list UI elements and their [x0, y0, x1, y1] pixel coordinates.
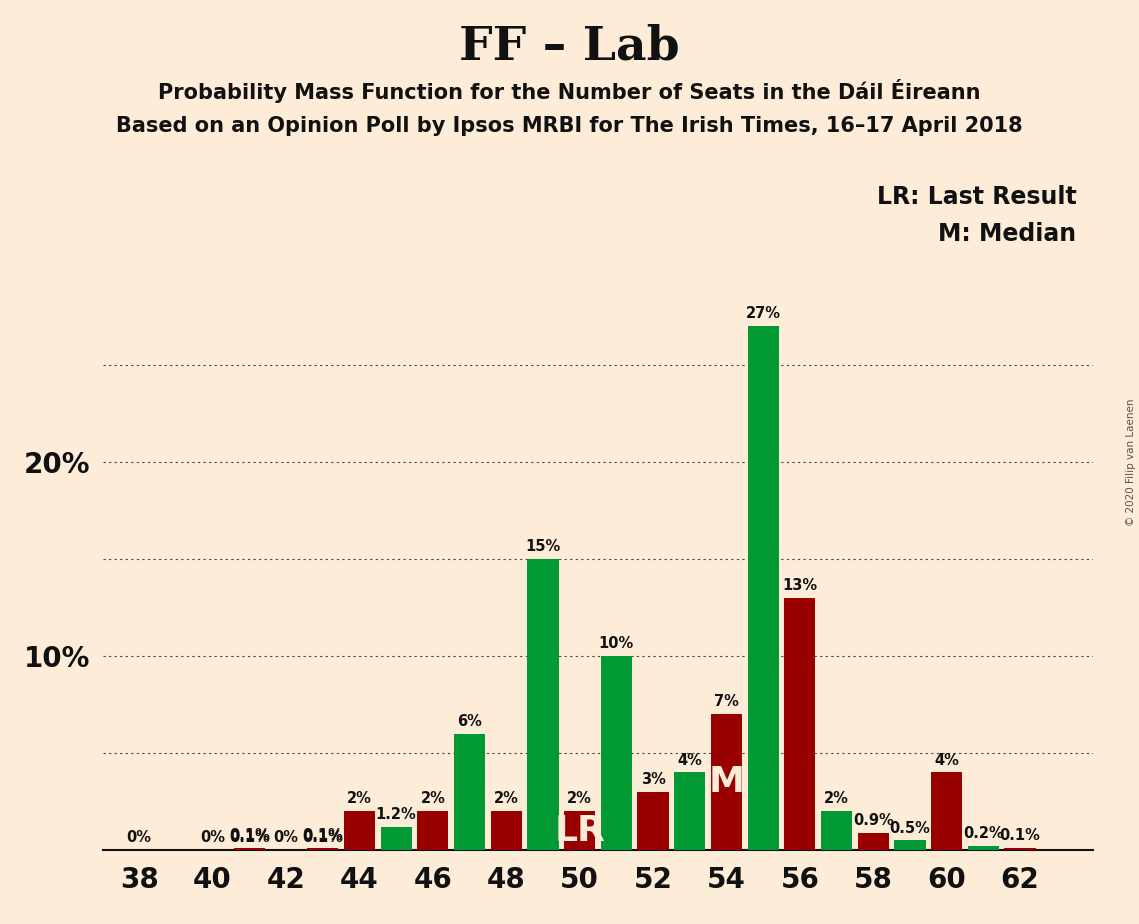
Text: 2%: 2% [347, 791, 371, 807]
Text: LR: Last Result: LR: Last Result [877, 185, 1076, 209]
Bar [747, 326, 779, 850]
Bar [344, 811, 375, 850]
Text: 0.1%: 0.1% [1000, 828, 1040, 844]
Text: 6%: 6% [457, 713, 482, 729]
Bar [564, 811, 596, 850]
Text: 27%: 27% [746, 306, 780, 321]
Bar [821, 811, 852, 850]
Text: 15%: 15% [525, 539, 560, 553]
Text: Probability Mass Function for the Number of Seats in the Dáil Éireann: Probability Mass Function for the Number… [158, 79, 981, 103]
Text: M: M [708, 765, 745, 799]
Text: 2%: 2% [825, 791, 849, 807]
Text: 0.2%: 0.2% [962, 826, 1003, 842]
Text: 3%: 3% [640, 772, 665, 787]
Bar [527, 559, 558, 850]
Text: LR: LR [555, 814, 605, 847]
Text: 0%: 0% [273, 831, 298, 845]
Text: 0.1%: 0.1% [302, 831, 343, 845]
Bar [233, 848, 265, 850]
Bar [600, 656, 632, 850]
Text: 4%: 4% [678, 752, 702, 768]
Text: FF – Lab: FF – Lab [459, 23, 680, 69]
Bar [785, 598, 816, 850]
Bar [858, 833, 888, 850]
Text: 0.1%: 0.1% [302, 828, 343, 844]
Text: 10%: 10% [599, 636, 634, 651]
Bar [931, 772, 962, 850]
Text: 0.9%: 0.9% [853, 813, 894, 828]
Bar [1005, 848, 1035, 850]
Text: 0.5%: 0.5% [890, 821, 931, 835]
Text: 7%: 7% [714, 694, 739, 710]
Bar [711, 714, 741, 850]
Text: 1.2%: 1.2% [376, 807, 417, 822]
Bar [894, 840, 926, 850]
Text: 0.1%: 0.1% [229, 828, 270, 844]
Text: 2%: 2% [494, 791, 518, 807]
Bar [454, 734, 485, 850]
Text: © 2020 Filip van Laenen: © 2020 Filip van Laenen [1126, 398, 1136, 526]
Bar [380, 827, 411, 850]
Text: 0%: 0% [200, 831, 226, 845]
Text: 0.1%: 0.1% [229, 831, 270, 845]
Text: 4%: 4% [934, 752, 959, 768]
Bar [638, 792, 669, 850]
Text: M: Median: M: Median [939, 222, 1076, 246]
Text: 13%: 13% [782, 578, 818, 593]
Bar [417, 811, 449, 850]
Text: 2%: 2% [420, 791, 445, 807]
Text: 2%: 2% [567, 791, 592, 807]
Bar [968, 846, 999, 850]
Bar [674, 772, 705, 850]
Bar [491, 811, 522, 850]
Text: 0%: 0% [126, 831, 151, 845]
Bar [308, 848, 338, 850]
Text: Based on an Opinion Poll by Ipsos MRBI for The Irish Times, 16–17 April 2018: Based on an Opinion Poll by Ipsos MRBI f… [116, 116, 1023, 136]
